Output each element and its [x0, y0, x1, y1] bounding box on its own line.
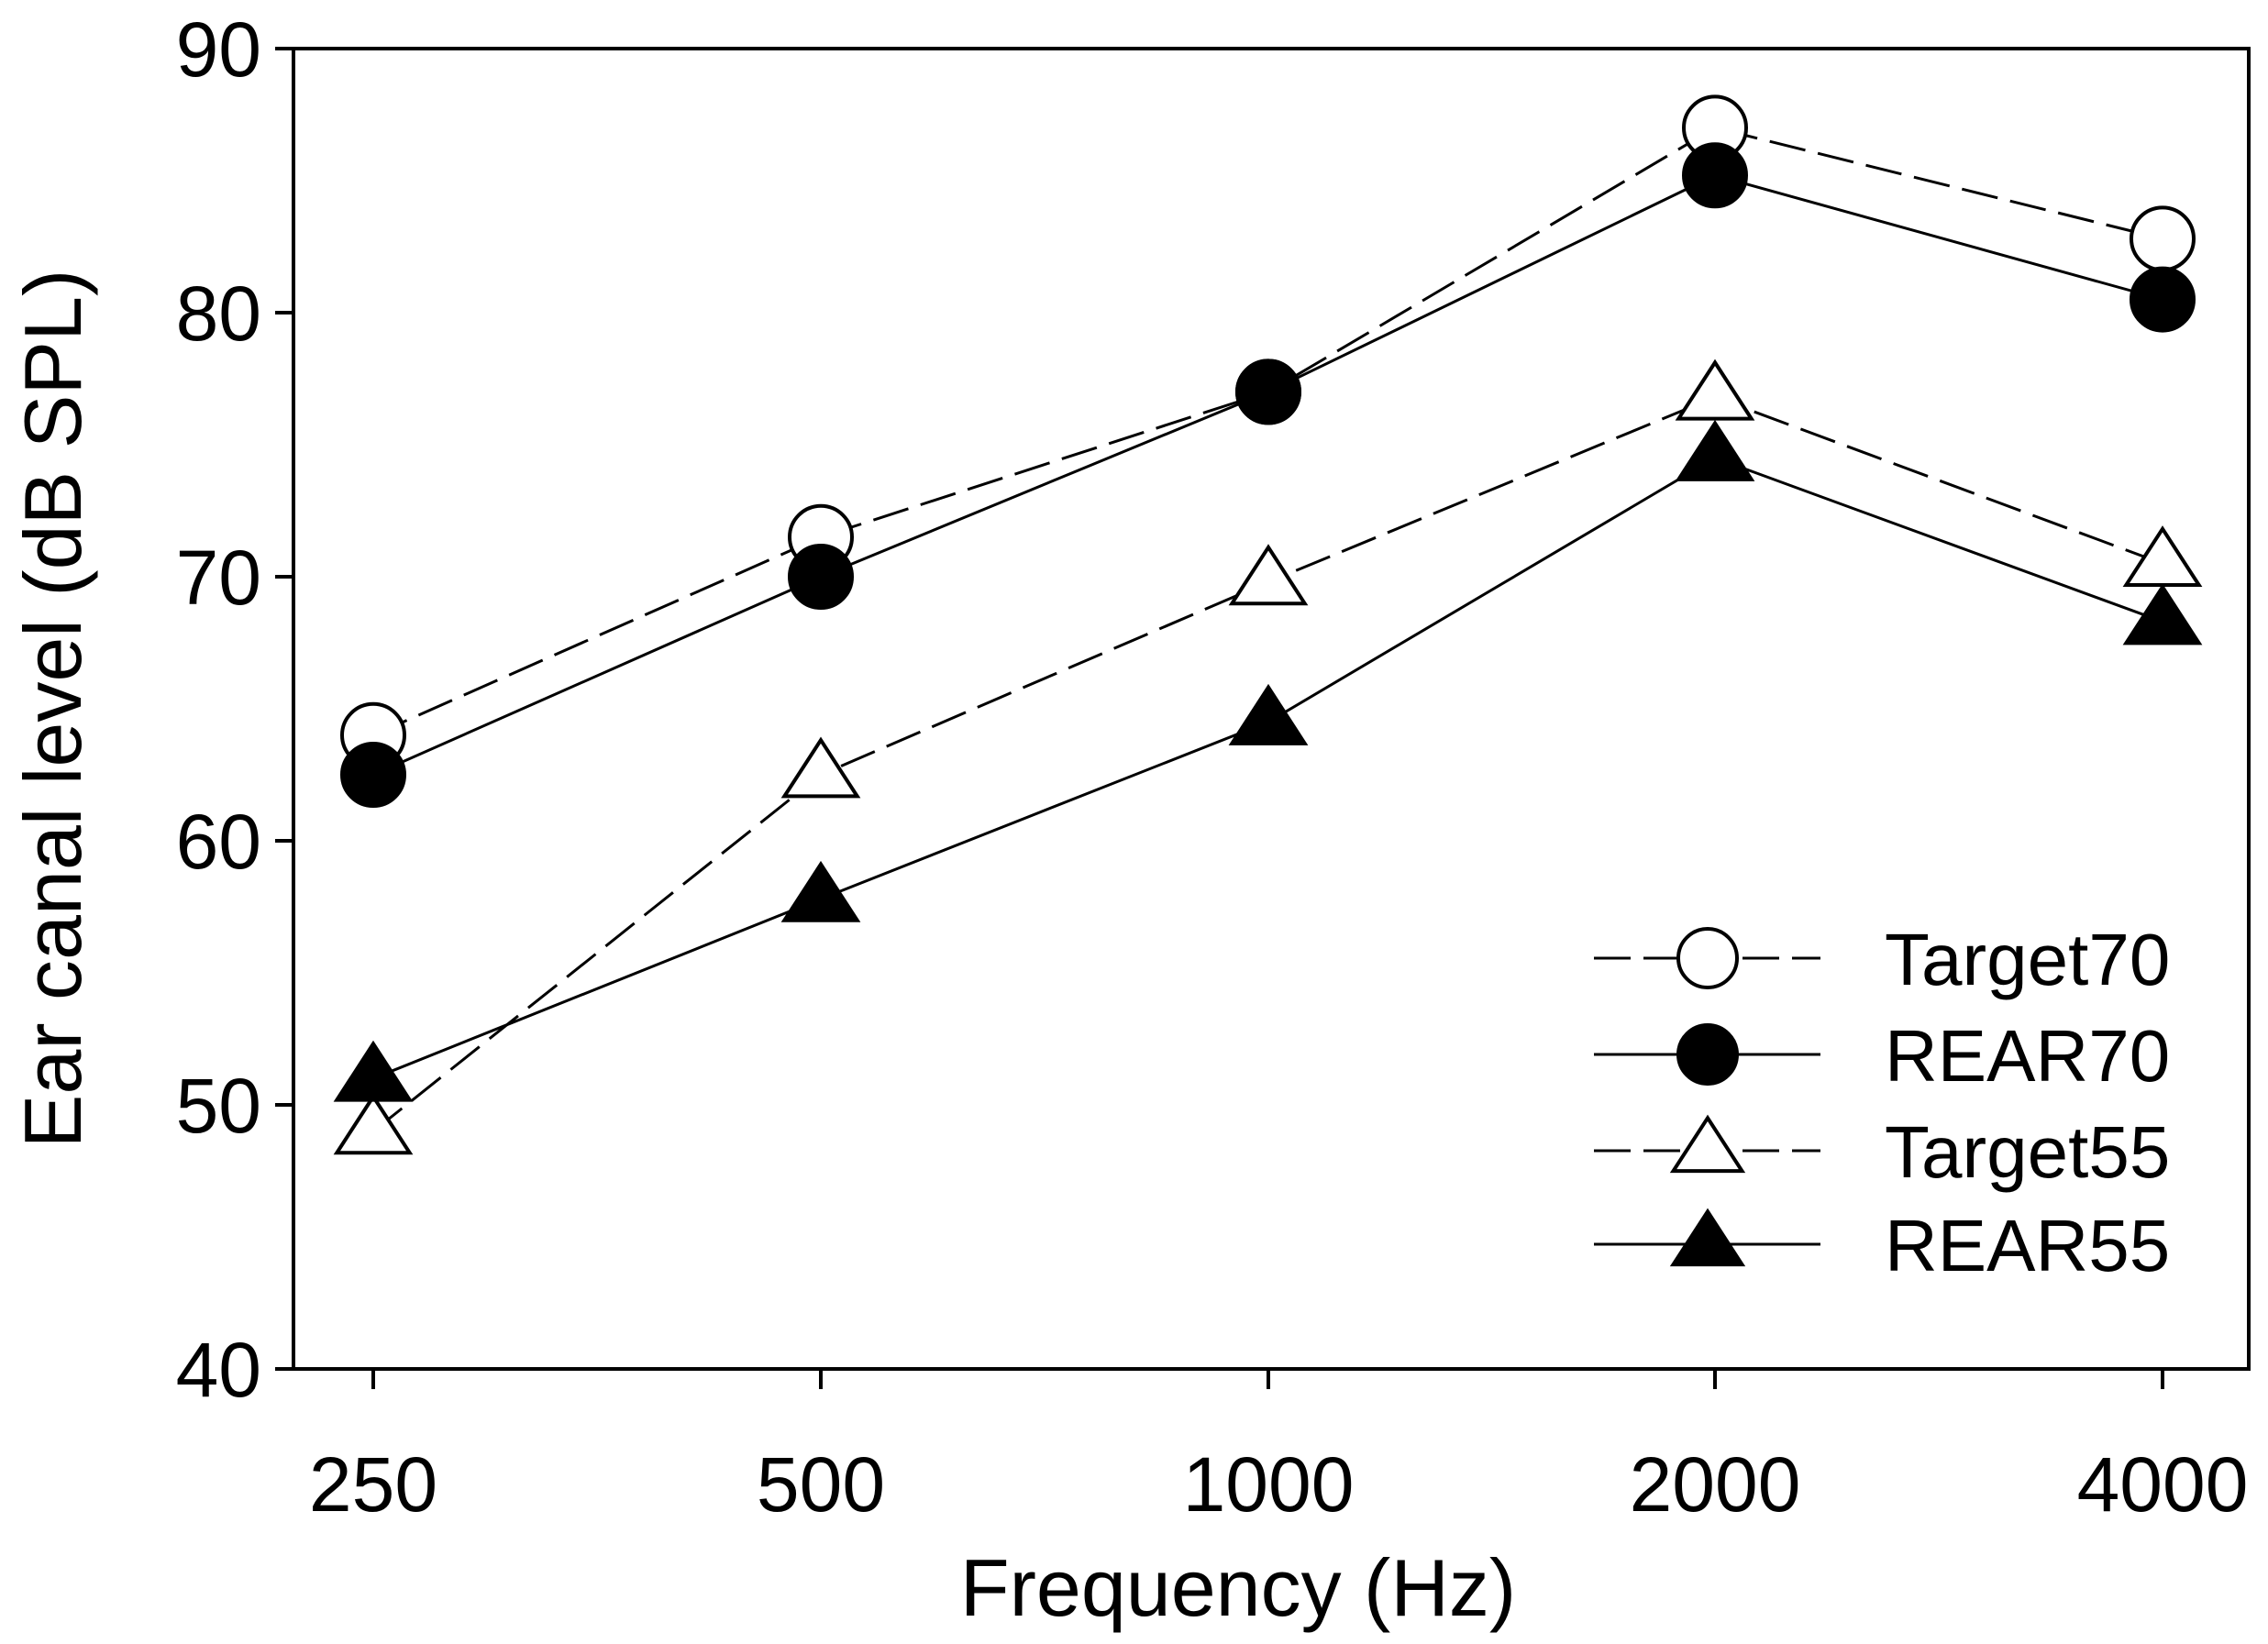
series-target55	[333, 359, 2203, 1155]
data-point	[1675, 419, 1755, 481]
data-point	[2122, 583, 2203, 645]
x-tick-label: 250	[309, 1441, 437, 1528]
data-point	[788, 544, 854, 610]
plot-frame	[292, 47, 2251, 1371]
data-point	[2130, 205, 2196, 272]
data-point	[780, 860, 861, 922]
legend-item-target70: Target70	[1594, 919, 2170, 1000]
x-axis: 250 500 1000 2000 4000	[309, 1369, 2249, 1528]
y-axis-label: Ear canal level (dB SPL)	[7, 270, 98, 1149]
data-point	[340, 742, 406, 808]
x-axis-label: Frequency (Hz)	[960, 1542, 1516, 1633]
y-tick-label: 50	[176, 1063, 261, 1149]
x-tick-label: 4000	[2077, 1441, 2249, 1528]
legend-marker	[1669, 1208, 1746, 1267]
series-line	[372, 126, 2163, 737]
legend-marker	[1676, 927, 1739, 989]
x-tick-label: 500	[757, 1441, 885, 1528]
y-tick-label: 80	[176, 270, 261, 357]
legend-label: REAR55	[1885, 1205, 2170, 1286]
legend-label: Target55	[1885, 1111, 2170, 1193]
y-tick-label: 60	[176, 799, 261, 885]
legend-label: Target70	[1885, 919, 2170, 1000]
series-layer	[333, 94, 2203, 1155]
legend: Target70 REAR70 Target55 REAR55	[1594, 919, 2170, 1286]
data-point	[2122, 525, 2203, 588]
data-point	[780, 736, 861, 799]
x-tick-label: 2000	[1630, 1441, 1801, 1528]
legend-item-target55: Target55	[1594, 1111, 2170, 1193]
data-point	[1675, 359, 1755, 421]
legend-item-rear70: REAR70	[1594, 1015, 2170, 1097]
data-point	[1228, 683, 1309, 745]
y-axis: 40 50 60 70 80 90	[176, 6, 293, 1413]
y-tick-label: 90	[176, 6, 261, 93]
legend-label: REAR70	[1885, 1015, 2170, 1097]
y-tick-label: 40	[176, 1327, 261, 1413]
data-point	[333, 1093, 414, 1155]
data-point	[1235, 359, 1301, 425]
y-tick-label: 70	[176, 535, 261, 621]
series-rear70	[340, 142, 2196, 808]
x-tick-label: 1000	[1183, 1441, 1355, 1528]
legend-marker	[1669, 1114, 1746, 1174]
series-rear55	[333, 419, 2203, 1102]
legend-item-rear55: REAR55	[1594, 1205, 2170, 1286]
data-point	[333, 1040, 414, 1102]
data-point	[2130, 266, 2196, 333]
data-point	[1228, 544, 1309, 606]
legend-marker	[1676, 1023, 1739, 1086]
data-point	[1682, 142, 1748, 209]
